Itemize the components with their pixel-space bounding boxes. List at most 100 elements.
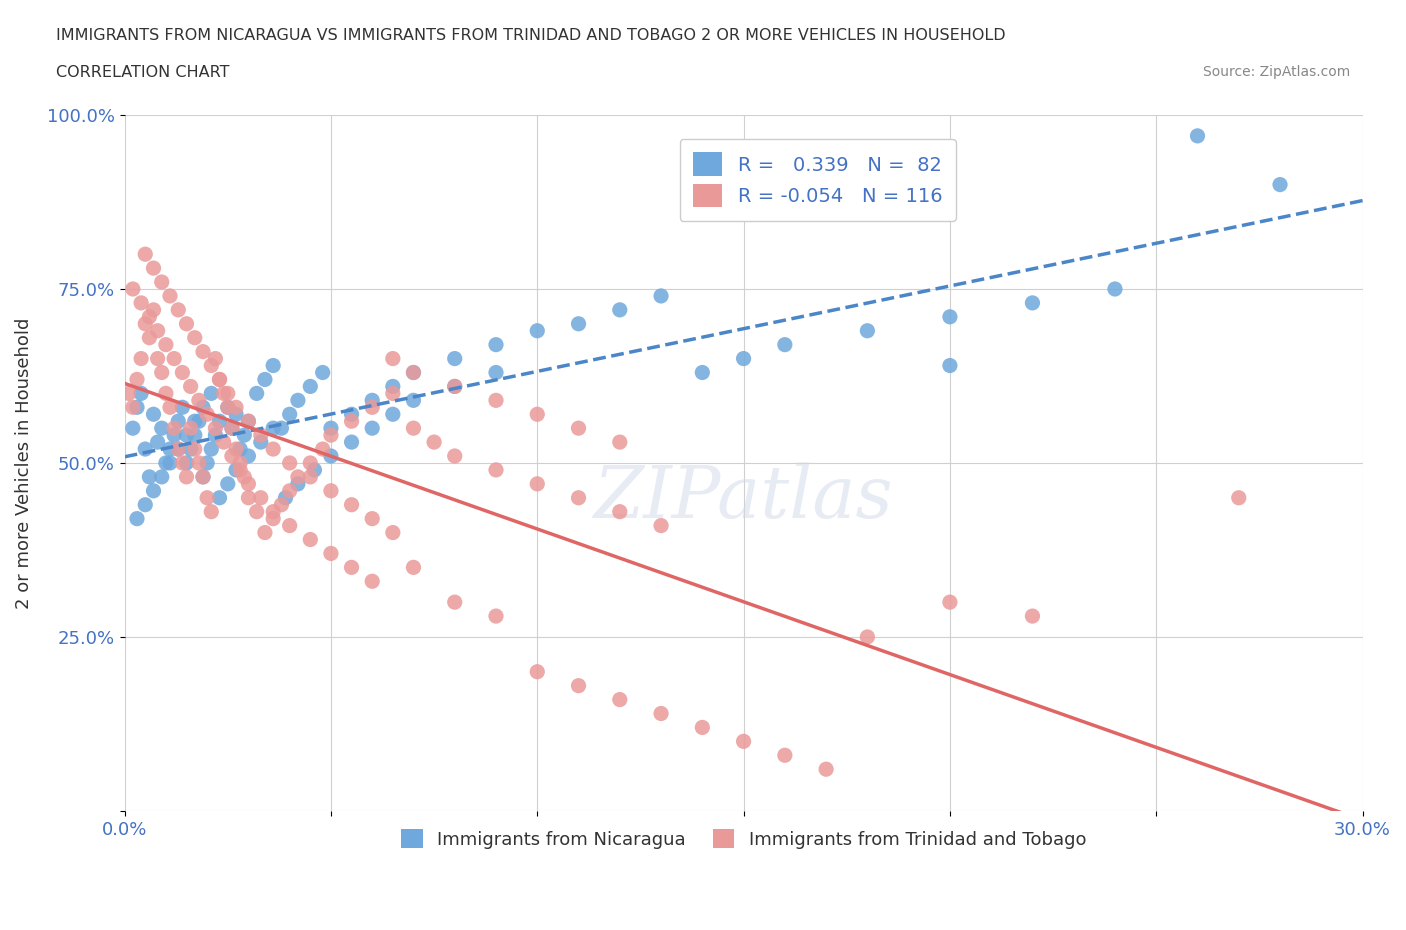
Legend: Immigrants from Nicaragua, Immigrants from Trinidad and Tobago: Immigrants from Nicaragua, Immigrants fr… <box>392 820 1095 857</box>
Point <box>567 678 589 693</box>
Point <box>402 560 425 575</box>
Point <box>856 630 879 644</box>
Point <box>176 428 198 443</box>
Point <box>312 442 335 457</box>
Point <box>650 518 672 533</box>
Point <box>204 428 226 443</box>
Point <box>1021 608 1043 623</box>
Point <box>274 490 297 505</box>
Point <box>856 324 879 339</box>
Point <box>443 352 465 366</box>
Text: Source: ZipAtlas.com: Source: ZipAtlas.com <box>1202 65 1350 79</box>
Point <box>159 456 181 471</box>
Point <box>381 379 404 394</box>
Point <box>121 400 143 415</box>
Point <box>381 406 404 421</box>
Point <box>221 448 243 463</box>
Point <box>939 594 962 609</box>
Point <box>217 476 239 491</box>
Point <box>163 352 186 366</box>
Point <box>138 310 160 325</box>
Point <box>361 512 384 526</box>
Point <box>204 420 226 435</box>
Point <box>167 442 190 457</box>
Point <box>773 748 796 763</box>
Point <box>319 448 342 463</box>
Point <box>526 406 548 421</box>
Point <box>238 490 260 505</box>
Point <box>567 420 589 435</box>
Y-axis label: 2 or more Vehicles in Household: 2 or more Vehicles in Household <box>15 317 32 608</box>
Point <box>155 456 177 471</box>
Point <box>262 442 284 457</box>
Point <box>340 434 363 449</box>
Point <box>319 484 342 498</box>
Point <box>567 316 589 331</box>
Point <box>150 420 173 435</box>
Point <box>134 316 156 331</box>
Point <box>443 379 465 394</box>
Point <box>249 434 271 449</box>
Point <box>184 414 207 429</box>
Point <box>225 442 247 457</box>
Point <box>121 282 143 297</box>
Point <box>443 594 465 609</box>
Point <box>200 358 222 373</box>
Point <box>733 352 755 366</box>
Point <box>485 462 508 477</box>
Point <box>187 414 209 429</box>
Point <box>238 414 260 429</box>
Point <box>238 476 260 491</box>
Point <box>692 720 714 735</box>
Point <box>299 532 322 547</box>
Point <box>212 386 235 401</box>
Text: ZIPatlas: ZIPatlas <box>593 462 893 533</box>
Point <box>423 434 446 449</box>
Point <box>217 386 239 401</box>
Point <box>249 490 271 505</box>
Point <box>278 484 301 498</box>
Point <box>340 560 363 575</box>
Point <box>163 428 186 443</box>
Point <box>187 456 209 471</box>
Point <box>221 420 243 435</box>
Point <box>191 470 214 485</box>
Point <box>340 406 363 421</box>
Text: CORRELATION CHART: CORRELATION CHART <box>56 65 229 80</box>
Point <box>134 442 156 457</box>
Point <box>270 420 292 435</box>
Point <box>262 512 284 526</box>
Point <box>176 470 198 485</box>
Point <box>1268 177 1291 192</box>
Point <box>184 442 207 457</box>
Point <box>142 484 165 498</box>
Point <box>187 392 209 407</box>
Point <box>195 406 218 421</box>
Point <box>443 379 465 394</box>
Point <box>319 420 342 435</box>
Point <box>208 490 231 505</box>
Point <box>1187 128 1209 143</box>
Point <box>138 470 160 485</box>
Point <box>129 296 152 311</box>
Point <box>319 428 342 443</box>
Point <box>142 302 165 317</box>
Point <box>159 442 181 457</box>
Point <box>692 365 714 380</box>
Point <box>402 392 425 407</box>
Point <box>191 400 214 415</box>
Point <box>262 358 284 373</box>
Point <box>167 442 190 457</box>
Point <box>1021 296 1043 311</box>
Point <box>299 379 322 394</box>
Point <box>402 420 425 435</box>
Point <box>229 456 252 471</box>
Point <box>361 392 384 407</box>
Point <box>815 762 838 777</box>
Point <box>229 442 252 457</box>
Point <box>172 365 194 380</box>
Point <box>150 274 173 289</box>
Point <box>485 365 508 380</box>
Point <box>299 456 322 471</box>
Point <box>278 456 301 471</box>
